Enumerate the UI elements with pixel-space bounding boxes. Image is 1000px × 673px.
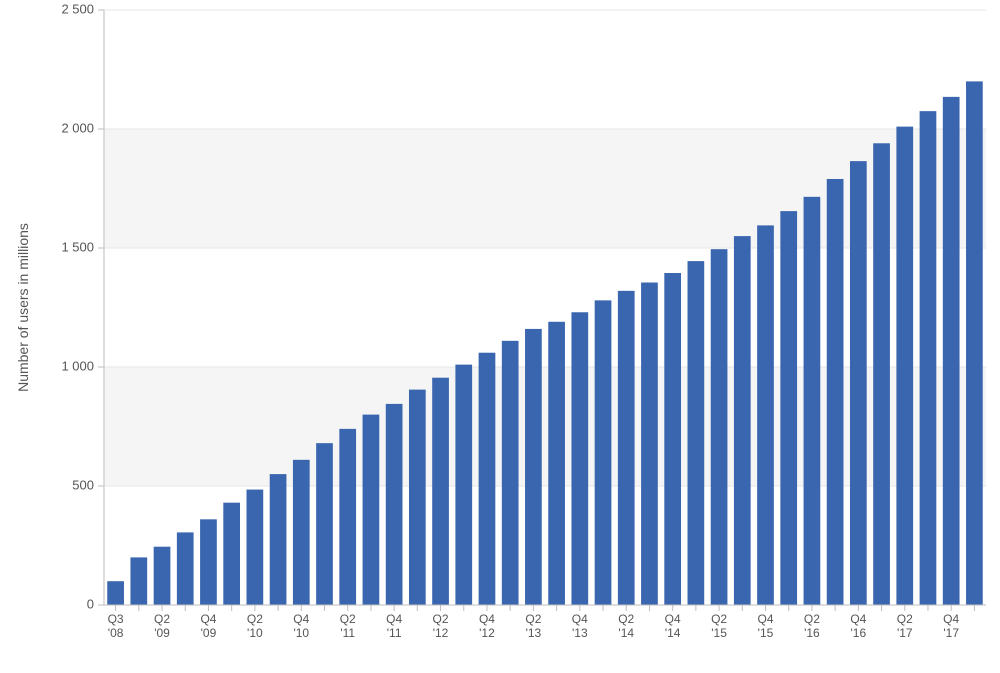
y-axis-label: Number of users in millions [15, 223, 31, 392]
x-tick-label: Q2'17 [897, 612, 913, 640]
bar [479, 353, 496, 605]
bar [432, 378, 449, 605]
bar [154, 547, 171, 605]
bar [943, 97, 960, 605]
y-tick-label: 1 500 [61, 239, 94, 254]
bar [363, 415, 380, 605]
bar [177, 532, 194, 605]
bar [920, 111, 937, 605]
bar [525, 329, 542, 605]
x-tick-label: Q4'15 [757, 612, 773, 640]
bar [734, 236, 751, 605]
grid-band [104, 10, 986, 129]
bar [850, 161, 867, 605]
bar [757, 225, 774, 605]
bar [595, 300, 612, 605]
x-tick-label: Q4'12 [479, 612, 495, 640]
x-tick-label: Q2'09 [154, 612, 170, 640]
bar [780, 211, 797, 605]
bar [827, 179, 844, 605]
x-tick-label: Q4'09 [200, 612, 216, 640]
x-tick-label: Q2'16 [804, 612, 820, 640]
bar [316, 443, 333, 605]
bar [270, 474, 287, 605]
bar [873, 143, 890, 605]
bar [247, 490, 264, 605]
x-tick-label: Q2'12 [433, 612, 449, 640]
y-tick-label: 1 000 [61, 358, 94, 373]
x-tick-label: Q2'11 [340, 612, 356, 640]
bar-chart: 0 500 1 000 1 500 2 000 2 500 Q3'08 Q2'09 Q4'09 Q… [0, 0, 1000, 673]
bar [896, 127, 913, 605]
x-tick-label: Q2'13 [525, 612, 541, 640]
bar [107, 581, 124, 605]
bar [339, 429, 356, 605]
bar [293, 460, 310, 605]
bar [571, 312, 588, 605]
bar [804, 197, 821, 605]
x-tick-label: Q4'17 [943, 612, 959, 640]
bar [641, 283, 658, 605]
x-tick-label: Q4'16 [850, 612, 866, 640]
bar [688, 261, 705, 605]
x-tick-label: Q2'10 [247, 612, 263, 640]
bar [502, 341, 519, 605]
bar [966, 81, 983, 605]
chart-svg: 0 500 1 000 1 500 2 000 2 500 Q3'08 Q2'09 Q4'09 Q… [0, 0, 1000, 673]
x-tick-label: Q4'13 [572, 612, 588, 640]
y-tick-label: 2 000 [61, 120, 94, 135]
bar [664, 273, 681, 605]
bar [386, 404, 403, 605]
y-tick-label: 2 500 [61, 1, 94, 16]
bar [409, 390, 426, 605]
x-tick-label: Q4'14 [665, 612, 681, 640]
y-tick-label: 500 [72, 477, 94, 492]
bar [548, 322, 565, 605]
bar [618, 291, 635, 605]
bar [711, 249, 728, 605]
x-tick-label: Q2'14 [618, 612, 634, 640]
bar [130, 557, 147, 605]
bar [223, 503, 240, 605]
x-tick-label: Q4'11 [386, 612, 402, 640]
y-tick-label: 0 [87, 596, 94, 611]
x-tick-label: Q4'10 [293, 612, 309, 640]
x-tick-label: Q2'15 [711, 612, 727, 640]
bar [455, 365, 472, 605]
bar [200, 519, 217, 605]
x-tick-label: Q3'08 [108, 612, 124, 640]
